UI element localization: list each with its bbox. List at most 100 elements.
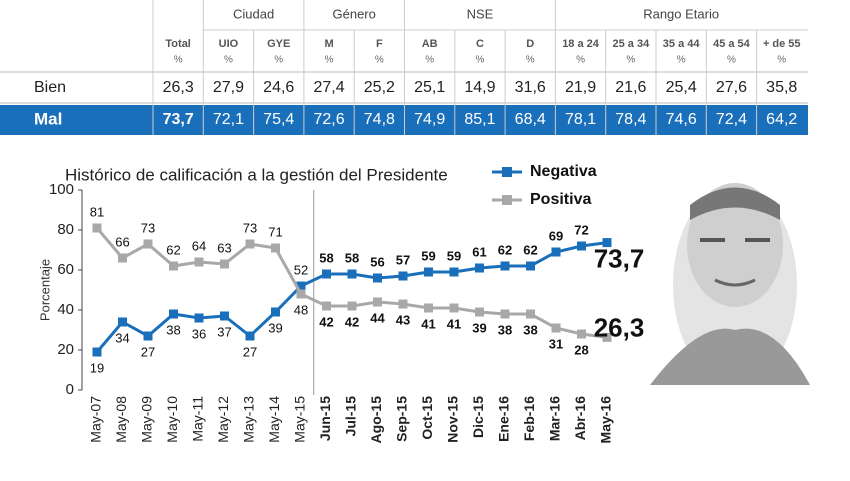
photo — [650, 183, 810, 385]
column-unit: % — [727, 55, 736, 66]
cell: 74,9 — [414, 111, 445, 128]
point — [271, 307, 280, 317]
cell: 72,6 — [313, 111, 344, 128]
point — [347, 269, 357, 279]
y-tick-label: 0 — [66, 381, 74, 398]
data-label: 39 — [472, 320, 486, 335]
data-label: 38 — [166, 322, 180, 337]
group-label: Ciudad — [233, 6, 274, 21]
data-label: 59 — [447, 248, 461, 263]
point — [296, 289, 306, 299]
x-tick-label: Jun-15 — [317, 396, 333, 441]
column-label: 45 a 54 — [713, 38, 751, 50]
data-label: 43 — [396, 312, 410, 327]
point — [602, 238, 612, 248]
group-label: Rango Etario — [643, 6, 719, 21]
group-label: Género — [333, 6, 376, 21]
legend-marker — [502, 167, 512, 177]
x-tick-label: Dic-15 — [470, 396, 486, 438]
data-label: 41 — [447, 316, 461, 331]
x-tick-label: May-16 — [598, 396, 614, 444]
point — [220, 259, 229, 269]
x-tick-label: Abr-16 — [572, 396, 588, 441]
data-label: 52 — [294, 262, 308, 277]
data-label: 71 — [268, 224, 282, 239]
point — [526, 261, 535, 271]
x-tick-label: May-08 — [113, 396, 129, 443]
column-unit: % — [274, 55, 283, 66]
point — [526, 309, 535, 319]
point — [322, 301, 331, 311]
point — [143, 331, 153, 341]
data-label: 26,3 — [594, 312, 645, 342]
point — [322, 269, 331, 279]
point — [577, 329, 586, 339]
data-label: 31 — [549, 336, 563, 351]
data-label: 42 — [319, 314, 333, 329]
cell: 27,6 — [716, 79, 747, 96]
cell: 75,4 — [263, 111, 294, 128]
cell: 35,8 — [766, 79, 797, 96]
point — [424, 303, 433, 313]
column-label: 18 a 24 — [562, 38, 600, 50]
column-unit: % — [174, 55, 183, 66]
data-label: 62 — [166, 242, 180, 257]
data-label: 73,7 — [594, 243, 645, 273]
column-label: AB — [422, 38, 438, 50]
cell: 25,4 — [666, 79, 697, 96]
data-label: 59 — [421, 248, 435, 263]
data-label: 64 — [192, 238, 206, 253]
legend-label: Negativa — [530, 163, 597, 180]
data-label: 27 — [243, 344, 257, 359]
chart-title: Histórico de calificación a la gestión d… — [65, 165, 448, 184]
data-label: 38 — [523, 322, 537, 337]
x-tick-label: Sep-15 — [394, 396, 410, 442]
point — [347, 301, 357, 311]
row-label: Bien — [34, 79, 66, 96]
column-label: + de 55 — [763, 38, 801, 50]
point — [449, 267, 459, 277]
y-axis-label: Porcentaje — [37, 259, 52, 321]
x-tick-label: May-14 — [266, 396, 282, 443]
data-label: 58 — [319, 250, 333, 265]
y-tick-label: 100 — [49, 181, 74, 198]
cell: 27,4 — [313, 79, 344, 96]
point — [398, 271, 408, 281]
column-label: D — [526, 38, 534, 50]
cell: 64,2 — [766, 111, 797, 128]
data-label: 57 — [396, 252, 410, 267]
data-label: 73 — [243, 220, 257, 235]
point — [602, 332, 612, 342]
x-tick-label: May-07 — [88, 396, 104, 443]
column-label: GYE — [267, 38, 290, 50]
point — [475, 263, 484, 273]
column-unit: % — [325, 55, 334, 66]
point — [398, 299, 408, 309]
point — [551, 323, 561, 333]
data-label: 28 — [574, 342, 588, 357]
cell: 85,1 — [464, 111, 495, 128]
y-tick-label: 80 — [57, 221, 74, 238]
x-tick-label: Jul-15 — [343, 396, 359, 437]
column-unit: % — [526, 55, 535, 66]
x-tick-label: May-12 — [215, 396, 231, 443]
point — [92, 347, 102, 357]
x-tick-label: May-15 — [292, 396, 308, 443]
point — [118, 253, 127, 263]
point — [194, 313, 204, 323]
cell: 25,1 — [414, 79, 445, 96]
cell: 21,9 — [565, 79, 596, 96]
data-label: 56 — [370, 254, 384, 269]
data-label: 38 — [498, 322, 512, 337]
data-label: 81 — [90, 204, 104, 219]
cell: 27,9 — [213, 79, 244, 96]
point — [373, 297, 382, 307]
cell: 68,4 — [515, 111, 546, 128]
data-label: 63 — [217, 240, 231, 255]
column-unit: % — [677, 55, 686, 66]
data-label: 69 — [549, 228, 563, 243]
data-label: 27 — [141, 344, 155, 359]
x-tick-label: Nov-15 — [445, 396, 461, 443]
column-label: UIO — [219, 38, 239, 50]
